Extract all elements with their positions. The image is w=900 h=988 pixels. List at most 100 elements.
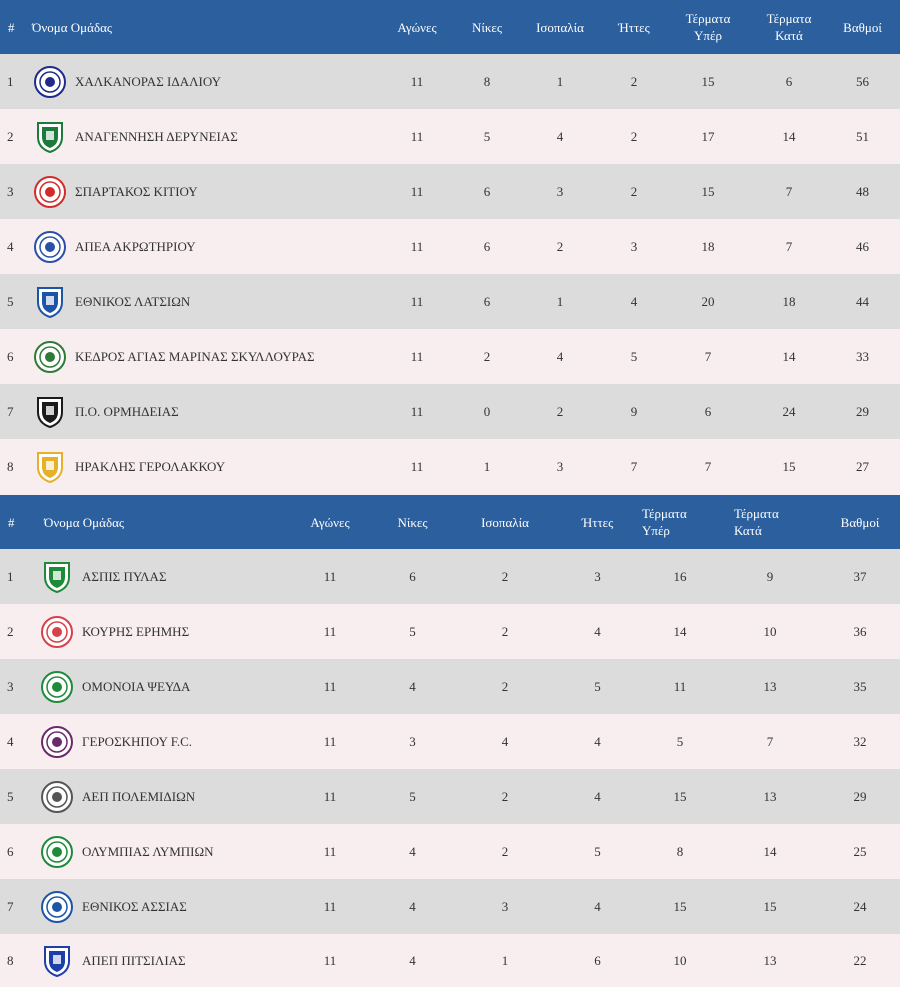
played-cell: 11 — [410, 238, 424, 254]
goals-against-label-1: Τέρματα — [766, 11, 812, 26]
losses-cell: 5 — [630, 348, 638, 364]
team-name-link[interactable]: ΑΝΑΓΕΝΝΗΣΗ ΔΕΡΥΝΕΙΑΣ — [75, 128, 238, 144]
played-cell: 11 — [323, 788, 337, 804]
goals-against-cell: 15 — [763, 898, 777, 914]
team-name-link[interactable]: ΚΕΔΡΟΣ ΑΓΙΑΣ ΜΑΡΙΝΑΣ ΣΚΥΛΛΟΥΡΑΣ — [75, 348, 315, 364]
team-name-link[interactable]: Π.Ο. ΟΡΜΗΔΕΙΑΣ — [75, 403, 179, 419]
chalkanoras-crest-icon — [33, 65, 67, 99]
played-cell: 11 — [323, 952, 337, 968]
aep-crest-icon — [40, 780, 74, 814]
team-cell: ΟΛΥΜΠΙΑΣ ΛΥΜΠΙΩΝ — [30, 824, 290, 879]
table-row[interactable]: 4 ΓΕΡΟΣΚΗΠΟΥ F.C. 11 3 4 4 5 7 32 — [0, 714, 900, 769]
played-cell: 11 — [323, 623, 337, 639]
wins-cell: 2 — [483, 348, 491, 364]
goals-for-cell: 17 — [701, 128, 715, 144]
col-header-losses[interactable]: Ήττες — [581, 514, 614, 530]
table-row[interactable]: 4 ΑΠΕΑ ΑΚΡΩΤΗΡΙΟΥ 11 6 2 3 18 7 46 — [0, 219, 900, 274]
goals-against-label-2: Κατά — [775, 28, 803, 43]
col-header-points[interactable]: Βαθμοί — [840, 514, 880, 530]
table-row[interactable]: 2 ΚΟΥΡΗΣ ΕΡΗΜΗΣ 11 5 2 4 14 10 36 — [0, 604, 900, 659]
table-row[interactable]: 6 ΚΕΔΡΟΣ ΑΓΙΑΣ ΜΑΡΙΝΑΣ ΣΚΥΛΛΟΥΡΑΣ 11 2 4 5 7 14… — [0, 329, 900, 384]
position-cell: 2 — [7, 128, 14, 144]
draws-cell: 2 — [501, 843, 509, 859]
table-row[interactable]: 3 ΣΠΑΡΤΑΚΟΣ ΚΙΤΙΟΥ 11 6 3 2 15 7 48 — [0, 164, 900, 219]
played-cell: 11 — [323, 733, 337, 749]
col-header-goals-for[interactable]: Τέρματα Υπέρ — [640, 495, 720, 549]
team-name-link[interactable]: ΕΘΝΙΚΟΣ ΑΣΣΙΑΣ — [82, 898, 187, 914]
team-name-link[interactable]: ΓΕΡΟΣΚΗΠΟΥ F.C. — [82, 733, 193, 749]
goals-for-cell: 15 — [701, 73, 715, 89]
points-cell: 51 — [856, 128, 869, 144]
goals-against-cell: 24 — [782, 403, 796, 419]
table-row[interactable]: 3 ΟΜΟΝΟΙΑ ΨΕΥΔΑ 11 4 2 5 11 13 35 — [0, 659, 900, 714]
goals-for-cell: 10 — [673, 952, 687, 968]
table-row[interactable]: 5 ΕΘΝΙΚΟΣ ΛΑΤΣΙΩΝ 11 6 1 4 20 18 44 — [0, 274, 900, 329]
team-cell: ΗΡΑΚΛΗΣ ΓΕΡΟΛΑΚΚΟΥ — [30, 439, 375, 495]
kouris-crest-icon — [40, 615, 74, 649]
col-header-goals-for[interactable]: Τέρματα Υπέρ — [663, 0, 753, 54]
table-header-row: # Όνομα Ομάδας Αγώνες Νίκες Ισοπαλία Ήττ… — [0, 495, 900, 549]
table-row[interactable]: 8 ΗΡΑΚΛΗΣ ΓΕΡΟΛΑΚΚΟΥ 11 1 3 7 7 15 27 — [0, 439, 900, 495]
team-cell: ΟΜΟΝΟΙΑ ΨΕΥΔΑ — [30, 659, 290, 714]
col-header-wins[interactable]: Νίκες — [397, 514, 428, 530]
col-header-points[interactable]: Βαθμοί — [843, 19, 882, 35]
team-cell: ΑΠΕΠ ΠΙΤΣΙΛΙΑΣ — [30, 934, 290, 987]
col-header-wins[interactable]: Νίκες — [471, 19, 503, 35]
position-cell: 4 — [7, 238, 14, 254]
team-name-link[interactable]: ΟΜΟΝΟΙΑ ΨΕΥΔΑ — [82, 678, 191, 694]
col-header-played[interactable]: Αγώνες — [397, 19, 437, 35]
position-cell: 3 — [7, 678, 14, 694]
draws-cell: 2 — [501, 568, 509, 584]
points-cell: 33 — [856, 348, 869, 364]
col-header-position: # — [8, 19, 15, 35]
team-name-link[interactable]: ΑΣΠΙΣ ΠΥΛΑΣ — [82, 568, 167, 584]
team-name-link[interactable]: ΗΡΑΚΛΗΣ ΓΕΡΟΛΑΚΚΟΥ — [75, 459, 226, 474]
team-cell: ΓΕΡΟΣΚΗΠΟΥ F.C. — [30, 714, 290, 769]
losses-cell: 4 — [594, 623, 601, 639]
col-header-played[interactable]: Αγώνες — [310, 514, 350, 530]
goals-against-cell: 7 — [766, 733, 774, 749]
col-header-draws[interactable]: Ισοπαλία — [536, 19, 584, 35]
table-row[interactable]: 7 ΕΘΝΙΚΟΣ ΑΣΣΙΑΣ 11 4 3 4 15 15 24 — [0, 879, 900, 934]
table-row[interactable]: 6 ΟΛΥΜΠΙΑΣ ΛΥΜΠΙΩΝ 11 4 2 5 8 14 25 — [0, 824, 900, 879]
losses-cell: 3 — [594, 568, 601, 584]
table-row[interactable]: 2 ΑΝΑΓΕΝΝΗΣΗ ΔΕΡΥΝΕΙΑΣ 11 5 4 2 17 14 51 — [0, 109, 900, 164]
team-cell: ΣΠΑΡΤΑΚΟΣ ΚΙΤΙΟΥ — [30, 164, 375, 219]
table-row[interactable]: 5 ΑΕΠ ΠΟΛΕΜΙΔΙΩΝ 11 5 2 4 15 13 29 — [0, 769, 900, 824]
team-name-link[interactable]: ΕΘΝΙΚΟΣ ΛΑΤΣΙΩΝ — [75, 293, 191, 309]
team-name-link[interactable]: ΧΑΛΚΑΝΟΡΑΣ ΙΔΑΛΙΟΥ — [75, 73, 221, 89]
draws-cell: 3 — [556, 459, 564, 474]
draws-cell: 2 — [501, 788, 509, 804]
goals-against-cell: 6 — [785, 73, 793, 89]
table-row[interactable]: 7 Π.Ο. ΟΡΜΗΔΕΙΑΣ 11 0 2 9 6 24 29 — [0, 384, 900, 439]
col-header-team[interactable]: Όνομα Ομάδας — [44, 514, 125, 530]
table-row[interactable]: 1 ΧΑΛΚΑΝΟΡΑΣ ΙΔΑΛΙΟΥ 11 8 1 2 15 6 56 — [0, 54, 900, 109]
col-header-team[interactable]: Όνομα Ομάδας — [32, 19, 113, 35]
standings-table-group-2: # Όνομα Ομάδας Αγώνες Νίκες Ισοπαλία Ήττ… — [0, 495, 900, 987]
position-cell: 6 — [7, 348, 14, 364]
wins-cell: 6 — [483, 183, 491, 199]
position-cell: 7 — [7, 403, 14, 419]
team-name-link[interactable]: ΑΕΠ ΠΟΛΕΜΙΔΙΩΝ — [82, 788, 196, 804]
draws-cell: 2 — [556, 238, 564, 254]
losses-cell: 4 — [630, 293, 638, 309]
table-row[interactable]: 8 ΑΠΕΠ ΠΙΤΣΙΛΙΑΣ 11 4 1 6 10 13 22 — [0, 934, 900, 987]
wins-cell: 4 — [409, 843, 416, 859]
team-name-link[interactable]: ΚΟΥΡΗΣ ΕΡΗΜΗΣ — [82, 623, 190, 639]
goals-for-cell: 5 — [676, 733, 684, 749]
team-name-link[interactable]: ΑΠΕΠ ΠΙΤΣΙΛΙΑΣ — [82, 952, 186, 968]
col-header-goals-against[interactable]: Τέρματα Κατά — [720, 495, 820, 549]
team-cell: ΕΘΝΙΚΟΣ ΛΑΤΣΙΩΝ — [30, 274, 375, 329]
losses-cell: 2 — [630, 128, 638, 144]
iraklis-shield-icon — [33, 450, 67, 484]
team-cell: ΑΕΠ ΠΟΛΕΜΙΔΙΩΝ — [30, 769, 290, 824]
team-name-link[interactable]: ΑΠΕΑ ΑΚΡΩΤΗΡΙΟΥ — [75, 238, 196, 254]
table-row[interactable]: 1 ΑΣΠΙΣ ΠΥΛΑΣ 11 6 2 3 16 9 37 — [0, 549, 900, 604]
losses-cell: 2 — [630, 73, 638, 89]
col-header-draws[interactable]: Ισοπαλία — [481, 514, 529, 530]
team-name-link[interactable]: ΣΠΑΡΤΑΚΟΣ ΚΙΤΙΟΥ — [75, 183, 198, 199]
col-header-goals-against[interactable]: Τέρματα Κατά — [753, 0, 825, 54]
col-header-losses[interactable]: Ήττες — [618, 19, 650, 35]
wins-cell: 6 — [409, 568, 416, 584]
team-name-link[interactable]: ΟΛΥΜΠΙΑΣ ΛΥΜΠΙΩΝ — [82, 843, 214, 859]
